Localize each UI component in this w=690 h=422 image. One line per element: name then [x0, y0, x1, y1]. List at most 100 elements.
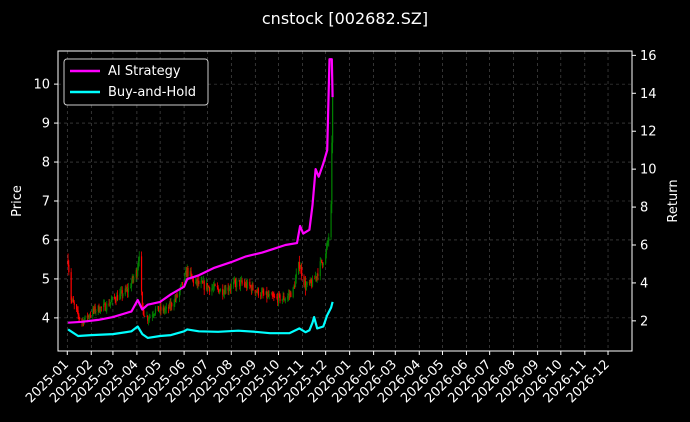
candle-body	[304, 281, 307, 290]
candle-body	[287, 294, 290, 297]
candle-body	[320, 259, 322, 262]
candle-body	[278, 294, 280, 296]
candle-body	[75, 304, 78, 310]
candle-body	[168, 303, 170, 309]
candle-body	[160, 306, 162, 311]
candle-body	[305, 285, 307, 290]
candle-body	[294, 285, 296, 288]
candle-body	[94, 306, 96, 312]
candle-body	[300, 267, 302, 269]
candle-body	[298, 262, 300, 269]
candle-body	[141, 291, 143, 307]
candle-body	[138, 256, 140, 261]
candle-body	[103, 303, 106, 305]
candle-body	[304, 281, 306, 285]
candle-body	[122, 294, 124, 297]
candle-body	[151, 315, 153, 317]
candle-body	[79, 317, 81, 320]
candle-body	[208, 286, 210, 288]
candle-body	[216, 285, 218, 288]
candle-body	[164, 308, 167, 311]
candle-body	[229, 288, 232, 290]
candle-body	[332, 96, 334, 143]
candle-body	[70, 272, 72, 300]
candle-body	[174, 298, 177, 300]
candle-body	[239, 279, 241, 287]
y2-tick-label: 2	[640, 314, 648, 329]
candle-body	[89, 315, 92, 317]
candle-body	[115, 300, 117, 302]
candle-body	[274, 296, 276, 298]
candle-body	[260, 295, 262, 297]
candle-body	[325, 248, 328, 254]
candle-body	[157, 306, 159, 309]
candle-body	[240, 280, 242, 282]
candle-body	[201, 281, 203, 282]
candle-body	[162, 307, 164, 311]
candle-body	[126, 289, 128, 291]
candle-body	[136, 270, 138, 276]
candle-body	[125, 288, 127, 291]
candle-body	[153, 314, 155, 316]
candle-body	[207, 286, 209, 290]
candle-body	[76, 309, 78, 311]
candle-body	[224, 290, 226, 294]
y-tick-label: 8	[42, 156, 50, 171]
candle-body	[146, 315, 148, 317]
candle-body	[164, 310, 166, 312]
candle-body	[120, 290, 123, 292]
ai-strategy-line	[68, 58, 334, 324]
candle-body	[250, 285, 252, 287]
candle-body	[316, 273, 318, 278]
candle-body	[137, 267, 139, 276]
candle-body	[267, 294, 270, 297]
buy-and-hold-line	[67, 301, 334, 339]
candle-body	[189, 271, 191, 277]
candle-body	[191, 274, 193, 278]
candle-body	[200, 281, 202, 285]
candle-body	[159, 306, 161, 311]
candle-body	[202, 281, 205, 284]
candle-body	[135, 270, 137, 278]
price-candles	[67, 85, 334, 327]
candle-body	[228, 289, 230, 291]
candle-body	[73, 302, 75, 305]
y-tick-label: 9	[42, 117, 50, 132]
candle-body	[303, 275, 305, 285]
candle-body	[217, 287, 219, 290]
legend-label-ai-strategy: AI Strategy	[108, 64, 181, 79]
candle-body	[287, 296, 289, 300]
candle-body	[196, 279, 198, 285]
candle-body	[243, 283, 246, 285]
candle-body	[293, 285, 295, 288]
candle-body	[140, 256, 143, 292]
candle-body	[184, 273, 186, 285]
candle-body	[292, 287, 294, 297]
y2-tick-label: 4	[640, 276, 648, 291]
candle-body	[157, 306, 160, 312]
candle-body	[325, 253, 327, 264]
y2-tick-label: 14	[640, 87, 657, 102]
candle-body	[245, 283, 247, 287]
y-tick-label: 7	[42, 195, 50, 210]
candle-body	[92, 308, 95, 311]
y-tick-label: 4	[42, 311, 50, 326]
candle-body	[213, 284, 215, 288]
candle-body	[301, 267, 303, 276]
y-tick-label: 5	[42, 272, 50, 287]
candle-body	[279, 294, 281, 302]
candle-body	[249, 281, 251, 286]
candle-body	[321, 259, 323, 263]
candle-body	[267, 294, 269, 298]
candle-body	[116, 295, 118, 302]
candle-body	[99, 311, 101, 313]
candle-body	[72, 299, 74, 301]
candle-body	[72, 299, 75, 303]
candle-body	[110, 302, 112, 304]
candle-body	[149, 316, 151, 318]
y-axis-label: Price	[10, 185, 25, 217]
candle-body	[212, 288, 214, 289]
candle-body	[219, 291, 221, 294]
candle-body	[181, 282, 184, 285]
candle-body	[260, 291, 263, 297]
